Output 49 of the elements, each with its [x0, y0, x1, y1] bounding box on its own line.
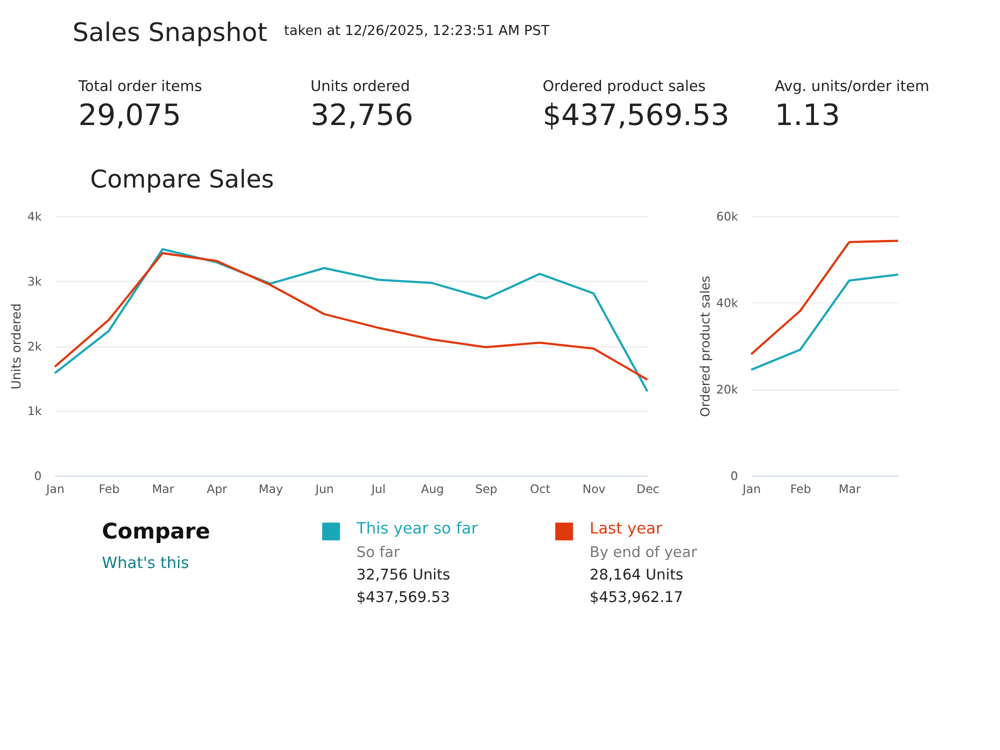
y-axis-title: Units ordered [9, 303, 24, 390]
x-tick-label: Aug [420, 482, 444, 496]
legend-title: Compare [102, 519, 210, 544]
chart-title: Sales Snapshot [72, 18, 268, 48]
text: Total order items [77, 78, 202, 95]
x-tick-label: Oct [530, 482, 551, 496]
text: $437,569.53 [542, 98, 730, 132]
y-tick-label: 40k [716, 296, 738, 310]
chart-subtitle: taken at 12/26/2025, 12:23:51 AM PST [284, 22, 550, 39]
line-series [750, 240, 900, 356]
text: 32,756 Units [356, 566, 450, 584]
y-tick-label: 20k [716, 382, 738, 397]
text: 28,164 Units [590, 566, 684, 584]
legend-label: Last year [590, 518, 663, 538]
x-tick-label: May [258, 482, 284, 496]
y-tick-label: 1k [27, 404, 42, 418]
text: 29,075 [78, 98, 182, 132]
x-tick-label: Nov [582, 482, 606, 496]
x-tick-label: Mar [838, 482, 861, 496]
x-tick-label: Feb [98, 482, 120, 496]
y-tick-label: 60k [716, 210, 738, 224]
text: Ordered product sales [542, 78, 706, 95]
text: Avg. units/order item [774, 78, 930, 95]
y-tick-label: 0 [34, 469, 42, 484]
x-tick-label: Feb [790, 482, 812, 496]
y-axis-title: Ordered product sales [698, 276, 714, 417]
x-tick-label: Apr [206, 482, 228, 496]
x-tick-label: Jan [742, 482, 761, 496]
text: Compare Sales [90, 164, 274, 194]
legend-label: This year so far [356, 518, 478, 538]
x-tick-label: Jul [370, 482, 386, 496]
text: Units ordered [310, 78, 410, 95]
text: By end of year [590, 544, 698, 561]
text: 1.13 [774, 98, 840, 132]
text: What's this [102, 552, 190, 572]
text: 32,756 [310, 98, 414, 132]
x-tick-label: Mar [152, 482, 174, 496]
x-tick-label: Jun [314, 482, 334, 496]
y-tick-label: 2k [27, 339, 42, 354]
line-series [750, 273, 900, 371]
y-tick-label: 0 [730, 469, 738, 484]
x-tick-label: Jan [45, 482, 64, 496]
text: $437,569.53 [356, 589, 450, 606]
y-tick-label: 4k [27, 210, 42, 224]
x-tick-label: Dec [636, 482, 660, 496]
text: $453,962.17 [590, 589, 684, 606]
y-tick-label: 3k [27, 274, 42, 288]
text: So far [356, 544, 401, 561]
x-tick-label: Sep [475, 482, 498, 496]
